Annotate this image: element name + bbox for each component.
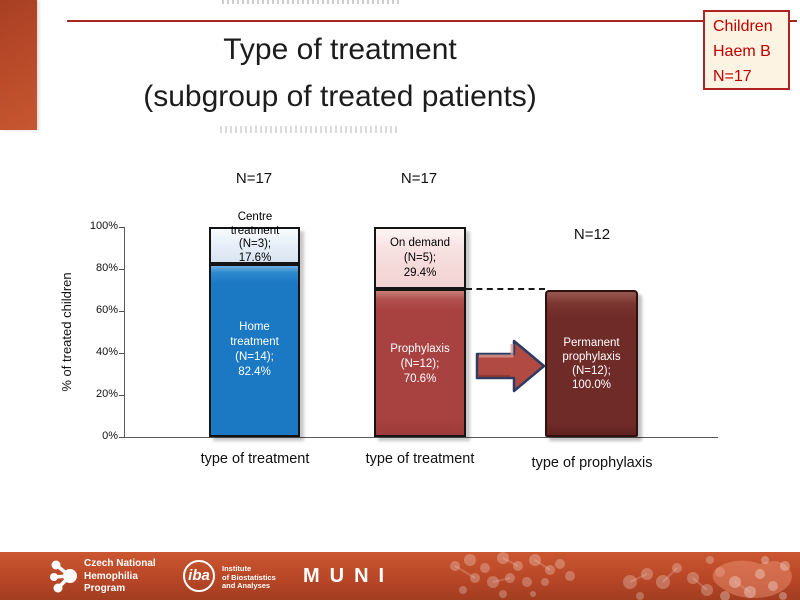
y-axis-title: % of treated children bbox=[59, 272, 74, 392]
n-label-bar1: N=17 bbox=[235, 170, 273, 187]
segment-on-demand bbox=[374, 227, 466, 289]
y-tickmark bbox=[119, 353, 124, 354]
n-label-bar3: N=12 bbox=[573, 226, 611, 243]
corner-badge: Children Haem B N=17 bbox=[703, 10, 790, 90]
corner-badge-line1: Children bbox=[713, 18, 773, 35]
artifact-dots-top bbox=[222, 0, 400, 4]
segment-label-on-demand: On demand (N=5); 29.4% bbox=[389, 237, 451, 279]
bar-treatment-1 bbox=[209, 227, 300, 437]
segment-centre-treatment bbox=[209, 227, 300, 264]
bar-prophylaxis bbox=[545, 290, 638, 437]
y-tick-0: 0% bbox=[102, 430, 118, 442]
org1-label: Czech National Hemophilia Program bbox=[84, 558, 156, 594]
y-tickmark bbox=[119, 311, 124, 312]
org2-label: Institute of Biostatistics and Analyses bbox=[222, 564, 276, 590]
title-rule bbox=[67, 20, 797, 22]
segment-label-prophylaxis: Prophylaxis (N=12); 70.6% bbox=[390, 343, 450, 385]
corner-badge-line3: N=17 bbox=[713, 68, 752, 85]
page-title: Type of treatment (subgroup of treated p… bbox=[40, 26, 640, 120]
segment-label-permanent-prophylaxis: Permanent prophylaxis (N=12); 100.0% bbox=[562, 337, 621, 391]
y-tick-40: 40% bbox=[95, 346, 118, 358]
y-axis-line bbox=[124, 227, 125, 438]
n-label-bar2: N=17 bbox=[400, 170, 438, 187]
segment-prophylaxis bbox=[374, 289, 466, 437]
y-tick-100: 100% bbox=[89, 220, 118, 232]
footer-bar: Czech National Hemophilia Program iba In… bbox=[0, 552, 800, 600]
y-tickmark bbox=[119, 269, 124, 270]
accent-bar bbox=[0, 0, 37, 130]
y-tickmark bbox=[119, 395, 124, 396]
y-tick-20: 20% bbox=[95, 388, 118, 400]
segment-home-treatment bbox=[209, 264, 300, 437]
muni-logo: MUNI bbox=[303, 565, 395, 587]
right-arrow-icon bbox=[475, 339, 546, 393]
x-label-bar1: type of treatment bbox=[200, 451, 310, 467]
y-tick-60: 60% bbox=[95, 304, 118, 316]
x-label-bar3: type of prophylaxis bbox=[531, 455, 653, 471]
czech-map-shape bbox=[712, 560, 792, 598]
segment-label-home-treatment: Home treatment (N=14); 82.4% bbox=[230, 321, 279, 378]
hemophilia-program-logo-icon bbox=[50, 560, 77, 593]
molecule-dots-decoration bbox=[450, 552, 792, 600]
page-title-line2: (subgroup of treated patients) bbox=[143, 80, 537, 113]
y-tick-80: 80% bbox=[95, 262, 118, 274]
x-axis-line bbox=[124, 437, 718, 438]
y-tickmark bbox=[119, 227, 124, 228]
page-title-line1: Type of treatment bbox=[223, 33, 457, 66]
x-label-bar2: type of treatment bbox=[365, 451, 475, 467]
y-tickmark bbox=[119, 437, 124, 438]
segment-label-centre-treatment: Centre treatment (N=3); 17.6% bbox=[230, 211, 280, 264]
bar-treatment-2 bbox=[374, 227, 466, 437]
iba-logo-icon: iba bbox=[183, 560, 215, 592]
dashed-connector-line bbox=[466, 288, 545, 290]
corner-badge-line2: Haem B bbox=[713, 43, 771, 60]
artifact-dots-mid bbox=[220, 126, 400, 133]
